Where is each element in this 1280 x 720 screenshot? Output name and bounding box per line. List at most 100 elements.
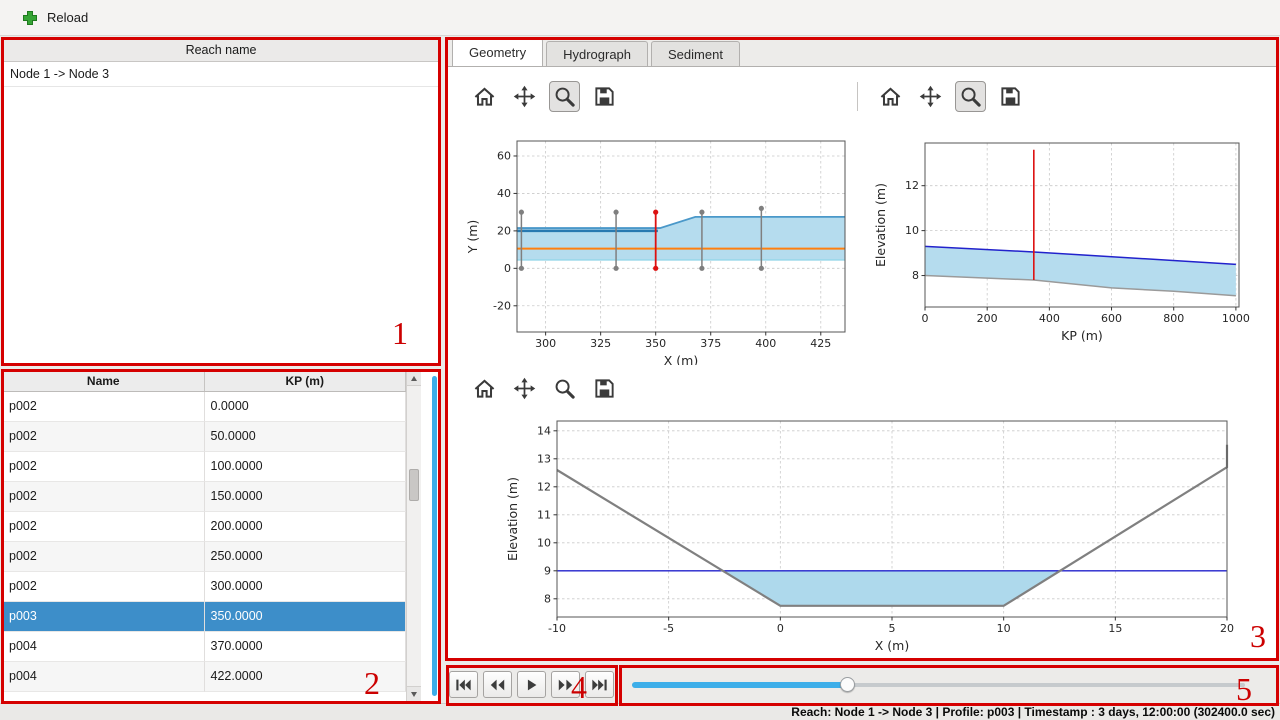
- reload-button[interactable]: Reload: [14, 7, 96, 29]
- pan-button[interactable]: [915, 81, 946, 112]
- reach-list-header: Reach name: [3, 39, 439, 62]
- zoom-button[interactable]: [955, 81, 986, 112]
- slider-track[interactable]: [632, 683, 1245, 687]
- plan-view-plot[interactable]: 300 325 350 375 400 425 -20 0 20 40 60 X (m) Y (m): [453, 117, 853, 365]
- svg-text:1000: 1000: [1222, 312, 1250, 325]
- table-cell: 250.0000: [204, 542, 406, 572]
- table-cell: p002: [3, 452, 205, 482]
- table-row[interactable]: p002 0.0000: [3, 392, 406, 422]
- plot-panel: Geometry Hydrograph Sediment 300 325 350 375 4…: [446, 38, 1278, 660]
- list-item[interactable]: Node 1 -> Node 3: [3, 62, 439, 87]
- svg-text:9: 9: [544, 564, 551, 577]
- svg-text:300: 300: [535, 337, 556, 350]
- table-cell: 300.0000: [204, 572, 406, 602]
- table-cell: 200.0000: [204, 512, 406, 542]
- table-row[interactable]: p002 250.0000: [3, 542, 406, 572]
- table-cell: 0.0000: [204, 392, 406, 422]
- tab-sediment[interactable]: Sediment: [651, 41, 740, 66]
- arrow-down-icon: [411, 691, 417, 697]
- skip-backward-button[interactable]: [449, 671, 478, 698]
- long-profile-plot[interactable]: 0 200 400 600 800 1000 8 10 12 KP (m) Elevation (m…: [859, 117, 1259, 365]
- profile-plot-toolbar: [875, 81, 1026, 112]
- seek-backward-button[interactable]: [483, 671, 512, 698]
- svg-text:X (m): X (m): [875, 638, 909, 653]
- table-row[interactable]: p002 150.0000: [3, 482, 406, 512]
- tab-hydrograph[interactable]: Hydrograph: [546, 41, 649, 66]
- svg-text:400: 400: [1039, 312, 1060, 325]
- panel-scrollbar-thumb[interactable]: [432, 376, 437, 696]
- slider-handle[interactable]: [839, 677, 855, 692]
- svg-text:12: 12: [537, 480, 551, 493]
- pan-icon: [513, 377, 536, 400]
- play-button[interactable]: [517, 671, 546, 698]
- plan-plot-toolbar: [469, 81, 620, 112]
- table-cell: p002: [3, 422, 205, 452]
- save-button[interactable]: [589, 373, 620, 404]
- table-cell: 100.0000: [204, 452, 406, 482]
- table-scrollbar[interactable]: [406, 371, 421, 701]
- scroll-down-button[interactable]: [407, 686, 421, 701]
- table-row[interactable]: p004 370.0000: [3, 632, 406, 662]
- table-row[interactable]: p004 422.0000: [3, 662, 406, 692]
- profile-table-header: Name KP (m): [3, 371, 406, 392]
- reach-list: Node 1 -> Node 3: [3, 62, 439, 87]
- cross-section-plot[interactable]: -10 -5 0 5 10 15 20 8 9 10 11 12 13 14 X (m) Elevation …: [457, 407, 1237, 659]
- zoom-icon: [555, 87, 575, 107]
- seek-backward-icon: [490, 679, 505, 690]
- column-header[interactable]: Name: [3, 371, 205, 391]
- skip-forward-icon: [592, 679, 607, 690]
- tab-bar: Geometry Hydrograph Sediment: [447, 38, 1277, 67]
- zoom-button[interactable]: [549, 373, 580, 404]
- home-icon: [474, 379, 495, 398]
- profile-panel: Name KP (m) p002 0.0000 p002 50.0000 p002 100.…: [2, 370, 440, 702]
- table-cell: 422.0000: [204, 662, 406, 692]
- table-cell: p004: [3, 662, 205, 692]
- svg-text:8: 8: [544, 592, 551, 605]
- svg-text:12: 12: [905, 179, 919, 192]
- svg-text:Elevation (m): Elevation (m): [505, 477, 520, 561]
- table-cell: 370.0000: [204, 632, 406, 662]
- playback-controls: [449, 671, 614, 698]
- table-row[interactable]: p002 300.0000: [3, 572, 406, 602]
- home-button[interactable]: [469, 373, 500, 404]
- skip-forward-button[interactable]: [585, 671, 614, 698]
- cross-section-toolbar: [469, 373, 620, 404]
- column-header[interactable]: KP (m): [205, 371, 406, 391]
- table-cell: p002: [3, 572, 205, 602]
- svg-text:200: 200: [977, 312, 998, 325]
- svg-text:40: 40: [497, 187, 511, 200]
- svg-text:10: 10: [537, 536, 551, 549]
- pan-button[interactable]: [509, 373, 540, 404]
- time-slider[interactable]: [632, 677, 1245, 693]
- reload-label: Reload: [47, 10, 89, 25]
- table-cell: p002: [3, 542, 205, 572]
- svg-text:20: 20: [1220, 622, 1234, 635]
- svg-text:X (m): X (m): [664, 353, 698, 365]
- save-icon: [1001, 87, 1020, 106]
- svg-text:350: 350: [645, 337, 666, 350]
- status-bar: Reach: Node 1 -> Node 3 | Profile: p003 …: [0, 703, 1280, 720]
- seek-forward-button[interactable]: [551, 671, 580, 698]
- scroll-up-button[interactable]: [407, 371, 421, 386]
- tab-geometry[interactable]: Geometry: [452, 38, 544, 66]
- reach-panel: Reach name Node 1 -> Node 3: [2, 38, 440, 365]
- save-button[interactable]: [995, 81, 1026, 112]
- zoom-button[interactable]: [549, 81, 580, 112]
- save-button[interactable]: [589, 81, 620, 112]
- table-scrollbar-thumb[interactable]: [409, 469, 419, 501]
- home-button[interactable]: [469, 81, 500, 112]
- svg-text:Elevation (m): Elevation (m): [873, 183, 888, 267]
- table-row[interactable]: p002 50.0000: [3, 422, 406, 452]
- table-row[interactable]: p002 200.0000: [3, 512, 406, 542]
- pan-button[interactable]: [509, 81, 540, 112]
- zoom-icon: [961, 87, 981, 107]
- home-button[interactable]: [875, 81, 906, 112]
- svg-text:KP (m): KP (m): [1061, 328, 1103, 343]
- pan-icon: [513, 85, 536, 108]
- svg-text:11: 11: [537, 508, 551, 521]
- table-row[interactable]: p003 350.0000: [3, 602, 406, 632]
- table-cell: 350.0000: [204, 602, 406, 632]
- table-row[interactable]: p002 100.0000: [3, 452, 406, 482]
- svg-text:10: 10: [997, 622, 1011, 635]
